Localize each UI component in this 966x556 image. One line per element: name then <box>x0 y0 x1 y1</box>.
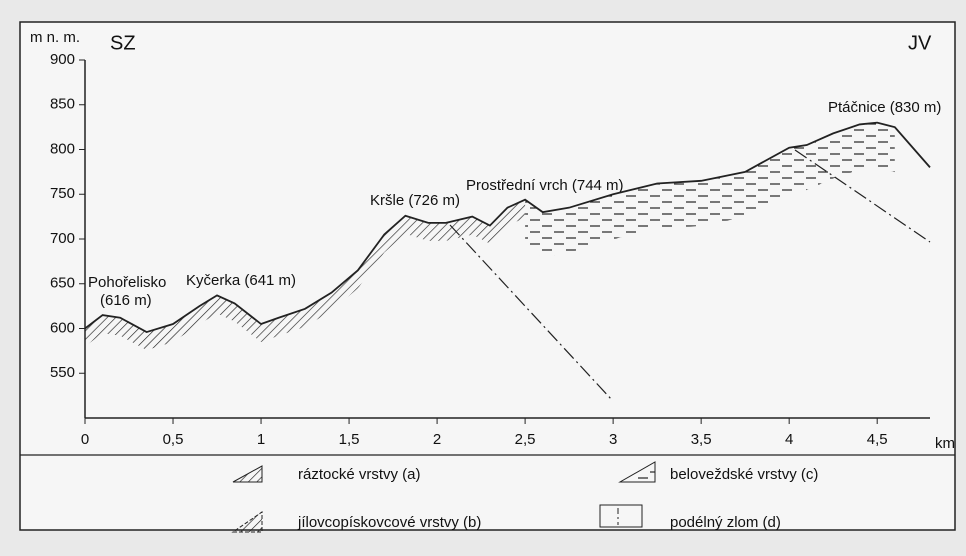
fault-line <box>449 224 613 401</box>
x-tick-label: 3 <box>609 431 617 448</box>
annotation: Kršle (726 m) <box>370 192 460 209</box>
x-tick-label: 1 <box>257 431 265 448</box>
x-axis-label: km <box>935 435 955 452</box>
legend-swatch <box>232 465 263 483</box>
x-tick-label: 1,5 <box>339 431 360 448</box>
y-tick-label: 700 <box>50 230 75 247</box>
x-tick-label: 2 <box>433 431 441 448</box>
y-tick-label: 650 <box>50 275 75 292</box>
x-tick-label: 0,5 <box>163 431 184 448</box>
annotation: Prostřední vrch (744 m) <box>466 177 624 194</box>
legend-label: ráztocké vrstvy (a) <box>298 466 421 483</box>
legend-label: jílovcopískovcové vrstvy (b) <box>297 514 481 531</box>
y-tick-label: 850 <box>50 96 75 113</box>
x-tick-label: 4 <box>785 431 793 448</box>
layer-band <box>525 122 895 258</box>
annotation: Ptáčnice (830 m) <box>828 99 941 116</box>
x-tick-label: 4,5 <box>867 431 888 448</box>
annotation: (616 m) <box>100 292 152 309</box>
legend-swatch <box>618 461 656 483</box>
legend-label: podélný zlom (d) <box>670 514 781 531</box>
annotation: Kyčerka (641 m) <box>186 272 296 289</box>
x-tick-label: 0 <box>81 431 89 448</box>
y-tick-label: 800 <box>50 140 75 157</box>
x-tick-label: 3,5 <box>691 431 712 448</box>
profile-line <box>84 121 931 334</box>
direction-label: SZ <box>110 32 136 54</box>
x-tick-label: 2,5 <box>515 431 536 448</box>
y-tick-label: 900 <box>50 51 75 68</box>
layer-band <box>85 199 526 351</box>
y-tick-label: 600 <box>50 319 75 336</box>
frame <box>19 21 956 531</box>
y-tick-label: 550 <box>50 364 75 381</box>
legend-swatch <box>231 511 263 533</box>
y-axis-label: m n. m. <box>30 29 80 46</box>
annotation: Pohořelisko <box>88 274 166 291</box>
direction-label: JV <box>908 32 932 54</box>
legend-label: beloveždské vrstvy (c) <box>670 466 818 483</box>
legend-swatch <box>599 504 643 528</box>
y-tick-label: 750 <box>50 185 75 202</box>
